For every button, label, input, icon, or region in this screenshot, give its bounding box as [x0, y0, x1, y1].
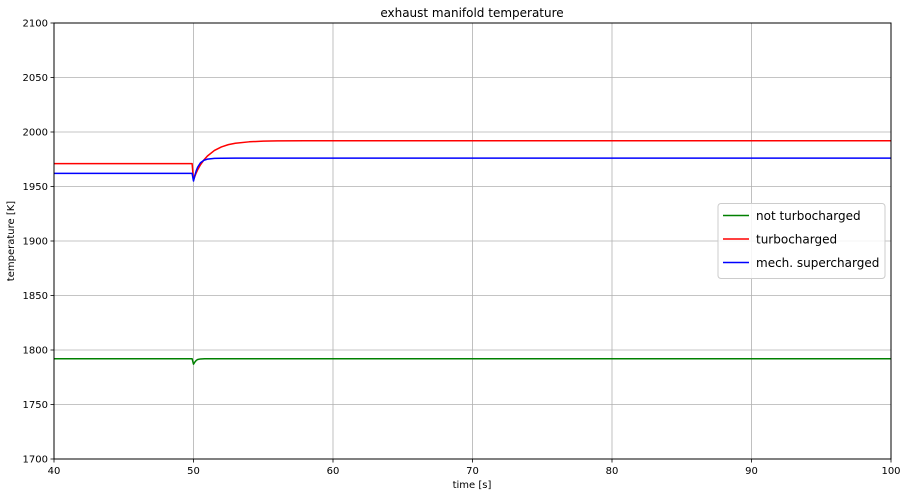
y-axis-label: temperature [K] — [6, 201, 17, 281]
y-tick-label: 2100 — [23, 19, 48, 30]
legend-label: mech. supercharged — [756, 256, 879, 270]
x-tick-label: 100 — [881, 466, 900, 477]
series-line-1 — [54, 357, 891, 365]
legend-label: not turbocharged — [756, 209, 861, 223]
x-axis-label: time [s] — [453, 480, 492, 491]
x-tick-label: 60 — [327, 466, 340, 477]
axis-ticks: 40 50 60 70 80 90 100 1700 1750 1800 1850 1900 1950 2… — [23, 19, 901, 478]
y-tick-label: 2050 — [23, 73, 48, 84]
y-tick-label: 1700 — [23, 455, 48, 466]
plot-lines — [54, 139, 891, 365]
series-line-3 — [54, 157, 891, 182]
chart-title: exhaust manifold temperature — [380, 6, 563, 20]
x-tick-label: 90 — [745, 466, 758, 477]
y-tick-label: 1850 — [23, 291, 48, 302]
y-tick-label: 2000 — [23, 128, 48, 139]
x-tick-label: 40 — [48, 466, 61, 477]
legend-label: turbocharged — [756, 233, 837, 247]
y-tick-label: 1950 — [23, 182, 48, 193]
x-tick-label: 80 — [606, 466, 619, 477]
y-tick-label: 1900 — [23, 237, 48, 248]
x-tick-label: 50 — [187, 466, 200, 477]
legend-box — [717, 203, 886, 279]
x-tick-label: 70 — [466, 466, 479, 477]
y-tick-label: 1800 — [23, 346, 48, 357]
y-tick-label: 1750 — [23, 400, 48, 411]
legend: not turbocharged turbocharged mech. superc… — [717, 203, 886, 279]
